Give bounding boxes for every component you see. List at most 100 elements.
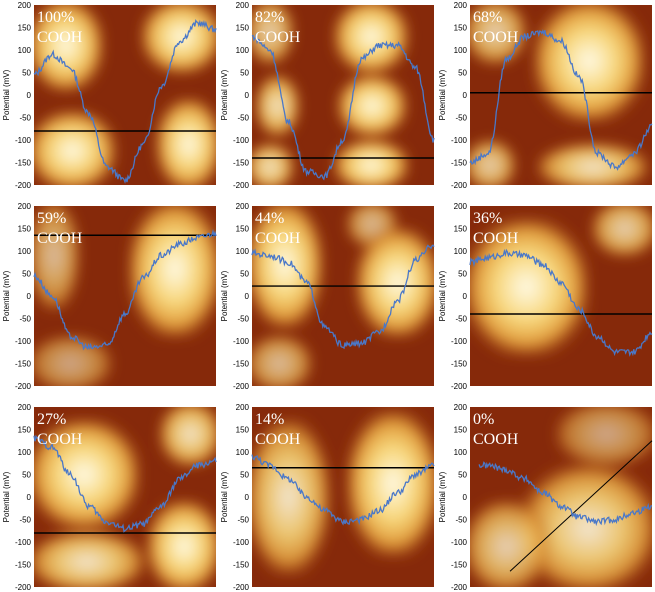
y-tick-label: -100 (15, 538, 32, 547)
y-tick-label: -100 (15, 337, 32, 346)
panel-36pct: 200 150 100 50 0 -50 -100 -150 -200 Potential (mV… (436, 201, 655, 391)
afm-domain (252, 143, 295, 185)
y-tick-label: -100 (233, 337, 250, 346)
panel-svg: 200 150 100 50 0 -50 -100 -150 -200 Potential (mV… (2, 403, 217, 592)
afm-domain (34, 419, 141, 530)
y-tick-label: 200 (454, 403, 468, 412)
afm-domain (470, 218, 589, 356)
afm-image (470, 206, 652, 386)
reference-line (509, 440, 653, 572)
caption-chemistry: COOH (37, 29, 83, 46)
panel-svg: 200 150 100 50 0 -50 -100 -150 -200 Potential (mV… (2, 1, 217, 190)
y-tick-label: -150 (233, 159, 250, 168)
y-tick-label: -150 (451, 561, 468, 570)
y-tick-label: 100 (236, 448, 250, 457)
y-tick-label: 200 (236, 403, 250, 412)
y-tick-label: -150 (233, 561, 250, 570)
potential-trace (469, 248, 653, 357)
potential-trace (33, 434, 217, 533)
panel-svg: 200 150 100 50 0 -50 -100 -150 -200 Potential (mV… (438, 403, 653, 592)
y-tick-label: 50 (22, 471, 31, 480)
y-tick-label: 0 (245, 91, 250, 100)
potential-trace (33, 19, 217, 184)
y-tick-label: 0 (27, 493, 32, 502)
y-tick-label: 150 (454, 426, 468, 435)
y-tick-label: -200 (15, 382, 32, 391)
afm-domain (155, 98, 216, 185)
afm-domain (533, 5, 646, 123)
y-tick-label: 150 (18, 426, 32, 435)
afm-domain (34, 5, 104, 92)
caption-percent: 27% (37, 411, 66, 428)
y-tick-label: -200 (15, 181, 32, 190)
panel-14pct: 200 150 100 50 0 -50 -100 -150 -200 Potential (mV… (218, 402, 437, 592)
y-tick-label: 0 (463, 493, 468, 502)
caption-chemistry: COOH (473, 29, 519, 46)
y-tick-label: 200 (454, 1, 468, 10)
y-tick-label: -150 (451, 360, 468, 369)
y-tick-label: -100 (451, 538, 468, 547)
panel-svg: 200 150 100 50 0 -50 -100 -150 -200 Potential (mV… (2, 202, 217, 391)
y-tick-label: 200 (18, 202, 32, 211)
potential-trace (469, 29, 653, 171)
y-tick-label: 150 (18, 24, 32, 33)
y-tick-label: 50 (458, 471, 467, 480)
panel-100pct: 200 150 100 50 0 -50 -100 -150 -200 Potential (mV… (0, 0, 219, 190)
afm-domain (470, 5, 527, 65)
y-tick-label: -200 (15, 583, 32, 592)
afm-domain (34, 530, 146, 587)
y-tick-label: -50 (19, 315, 31, 324)
y-tick-label: -150 (233, 360, 250, 369)
y-tick-label: -150 (451, 159, 468, 168)
y-tick-label: 150 (236, 24, 250, 33)
potential-trace (251, 454, 435, 526)
y-tick-label: 0 (463, 91, 468, 100)
afm-domain (34, 206, 81, 311)
caption-chemistry: COOH (473, 230, 519, 247)
y-tick-label: 100 (454, 247, 468, 256)
y-tick-label: 150 (454, 225, 468, 234)
afm-domain (555, 407, 652, 467)
panel-svg: 200 150 100 50 0 -50 -100 -150 -200 Potential (mV… (220, 1, 435, 190)
panel-44pct: 200 150 100 50 0 -50 -100 -150 -200 Potential (mV… (218, 201, 437, 391)
afm-domain (34, 110, 117, 185)
y-tick-label: 100 (454, 448, 468, 457)
y-tick-label: 150 (236, 426, 250, 435)
y-tick-label: 50 (458, 69, 467, 78)
afm-domain (536, 143, 649, 185)
caption-chemistry: COOH (255, 29, 301, 46)
y-tick-label: -50 (237, 114, 249, 123)
afm-image (252, 206, 434, 386)
panel-svg: 200 150 100 50 0 -50 -100 -150 -200 Potential (mV… (438, 202, 653, 391)
caption-chemistry: COOH (255, 230, 301, 247)
afm-domain (355, 227, 434, 338)
panel-svg: 200 150 100 50 0 -50 -100 -150 -200 Potential (mV… (220, 403, 435, 592)
panel-svg: 200 150 100 50 0 -50 -100 -150 -200 Potential (mV… (438, 1, 653, 190)
y-tick-label: 0 (463, 292, 468, 301)
afm-domain (591, 206, 652, 257)
afm-domain (146, 500, 216, 587)
panel-svg: 200 150 100 50 0 -50 -100 -150 -200 Potential (mV… (220, 202, 435, 391)
y-tick-label: -150 (15, 159, 32, 168)
afm-image (34, 407, 216, 587)
afm-image (252, 407, 434, 587)
y-axis-label: Potential (mV) (438, 270, 447, 321)
caption-percent: 44% (255, 210, 284, 227)
potential-trace (251, 244, 435, 350)
y-tick-label: -100 (233, 136, 250, 145)
caption-percent: 36% (473, 210, 502, 227)
afm-domain (252, 206, 324, 329)
y-tick-label: 200 (454, 202, 468, 211)
y-tick-label: 150 (236, 225, 250, 234)
y-tick-label: 0 (245, 292, 250, 301)
panel-68pct: 200 150 100 50 0 -50 -100 -150 -200 Potential (mV… (436, 0, 655, 190)
afm-domain (470, 500, 549, 587)
y-tick-label: 50 (240, 69, 249, 78)
caption-percent: 100% (37, 9, 74, 26)
y-tick-label: 100 (236, 247, 250, 256)
y-tick-label: 200 (18, 403, 32, 412)
y-tick-label: 200 (236, 202, 250, 211)
y-tick-label: -150 (15, 360, 32, 369)
afm-domain (128, 206, 216, 338)
